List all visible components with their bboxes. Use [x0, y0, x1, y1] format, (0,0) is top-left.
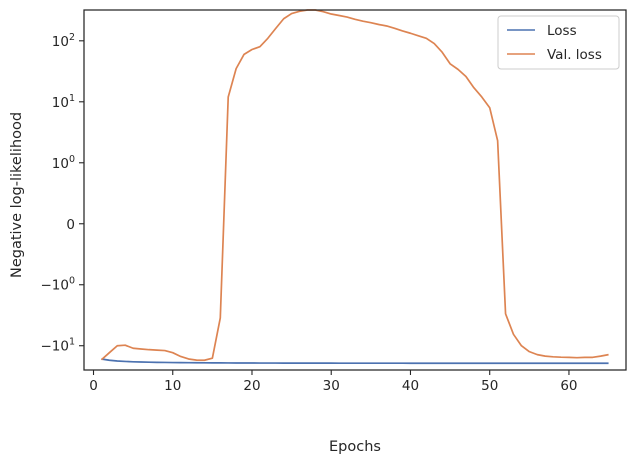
y-axis-label: Negative log-likelihood — [9, 112, 25, 278]
x-tick-label: 40 — [402, 378, 419, 394]
x-axis-label: Epochs — [329, 439, 381, 455]
series-layer — [100, 9, 609, 365]
y-tick-label: −101 — [40, 337, 75, 355]
series-line-val-loss — [100, 9, 609, 362]
x-tick-label: 0 — [89, 378, 98, 394]
x-tick-label: 10 — [164, 378, 181, 394]
y-tick-label: 101 — [52, 93, 75, 111]
x-tick-label: 60 — [560, 378, 577, 394]
y-tick-label: −100 — [40, 276, 75, 294]
legend-label-loss: Loss — [547, 23, 577, 39]
x-tick-label: 50 — [481, 378, 498, 394]
x-tick-label: 20 — [243, 378, 260, 394]
legend: Loss Val. loss — [497, 15, 620, 70]
y-tick-label: 0 — [66, 217, 75, 233]
plot-frame — [83, 9, 627, 371]
y-tick-label: 102 — [52, 32, 75, 50]
series-line-loss — [101, 358, 609, 365]
y-tick-label: 100 — [52, 154, 75, 172]
axes-layer: 0 10 20 30 40 50 60 102 101 100 0 −100 −101 — [40, 32, 577, 394]
legend-label-val-loss: Val. loss — [547, 47, 602, 63]
x-tick-label: 30 — [323, 378, 340, 394]
